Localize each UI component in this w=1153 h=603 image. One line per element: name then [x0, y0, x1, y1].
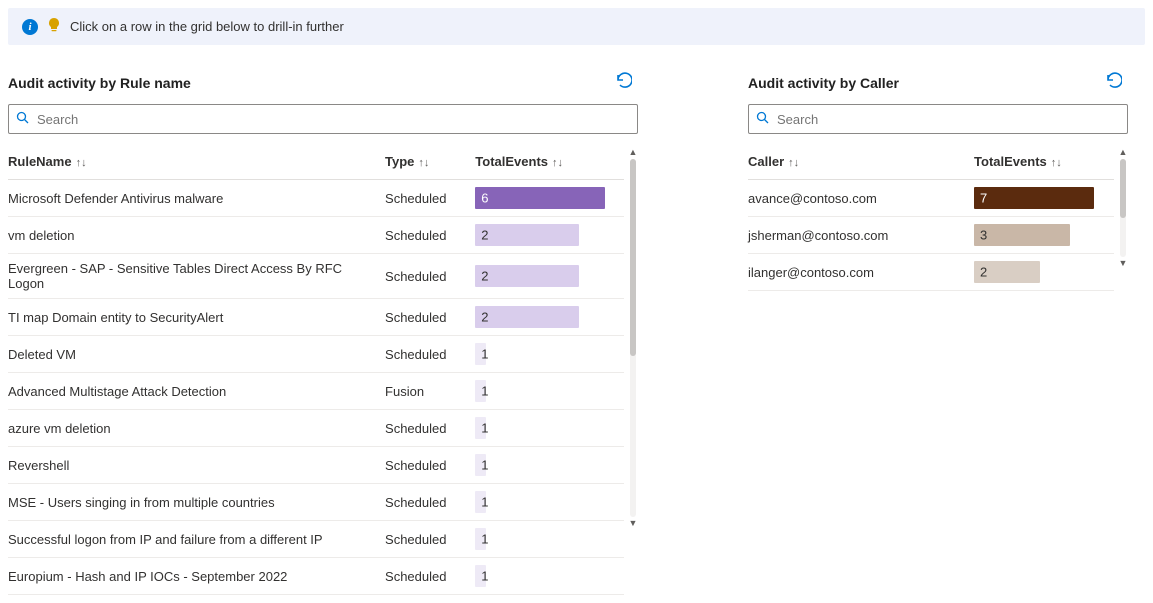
type-cell: Scheduled	[385, 254, 475, 299]
rule-cell: Successful logon from IP and failure fro…	[8, 521, 385, 558]
table-row[interactable]: Evergreen - SAP - Sensitive Tables Direc…	[8, 254, 624, 299]
caller-panel-undo-button[interactable]	[1098, 67, 1128, 98]
rule-cell: Microsoft Defender Antivirus malware	[8, 180, 385, 217]
total-cell: 1	[475, 336, 624, 373]
rule-col-type[interactable]: Type ↑↓	[385, 148, 475, 180]
rule-cell: MSE - Users singing in from multiple cou…	[8, 484, 385, 521]
scroll-down-icon[interactable]: ▼	[629, 519, 638, 528]
rule-table: RuleName ↑↓ Type ↑↓ TotalEvents ↑↓ Microsof…	[8, 148, 624, 595]
caller-panel-title: Audit activity by Caller	[748, 75, 899, 91]
scroll-up-icon[interactable]: ▲	[629, 148, 638, 157]
rule-cell: Revershell	[8, 447, 385, 484]
rule-cell: Advanced Multistage Attack Detection	[8, 373, 385, 410]
table-row[interactable]: ilanger@contoso.com 2	[748, 254, 1114, 291]
type-cell: Scheduled	[385, 217, 475, 254]
scroll-up-icon[interactable]: ▲	[1119, 148, 1128, 157]
total-cell: 2	[974, 254, 1114, 291]
rule-cell: vm deletion	[8, 217, 385, 254]
type-cell: Scheduled	[385, 336, 475, 373]
scroll-thumb[interactable]	[630, 159, 636, 356]
table-row[interactable]: MSE - Users singing in from multiple cou…	[8, 484, 624, 521]
undo-icon	[1104, 71, 1122, 89]
rule-panel: Audit activity by Rule name RuleName ↑↓	[8, 67, 638, 595]
col-label: TotalEvents	[974, 154, 1047, 169]
total-cell: 1	[475, 410, 624, 447]
rule-col-rulename[interactable]: RuleName ↑↓	[8, 148, 385, 180]
scroll-track[interactable]	[630, 159, 636, 517]
caller-col-caller[interactable]: Caller ↑↓	[748, 148, 974, 180]
lightbulb-icon	[48, 18, 60, 35]
rule-col-total[interactable]: TotalEvents ↑↓	[475, 148, 624, 180]
total-cell: 1	[475, 521, 624, 558]
sort-icon: ↑↓	[418, 157, 429, 169]
rule-panel-undo-button[interactable]	[608, 67, 638, 98]
table-row[interactable]: Advanced Multistage Attack DetectionFusi…	[8, 373, 624, 410]
sort-icon: ↑↓	[76, 157, 87, 169]
total-cell: 2	[475, 254, 624, 299]
total-cell: 1	[475, 373, 624, 410]
rule-cell: Europium - Hash and IP IOCs - September …	[8, 558, 385, 595]
info-icon: i	[22, 19, 38, 35]
table-row[interactable]: vm deletionScheduled 2	[8, 217, 624, 254]
total-cell: 3	[974, 217, 1114, 254]
rule-scrollbar[interactable]: ▲ ▼	[628, 148, 638, 528]
caller-table: Caller ↑↓ TotalEvents ↑↓ avance@contoso.co…	[748, 148, 1114, 291]
caller-cell: jsherman@contoso.com	[748, 217, 974, 254]
total-cell: 1	[475, 447, 624, 484]
total-cell: 1	[475, 484, 624, 521]
total-cell: 7	[974, 180, 1114, 217]
caller-search-input[interactable]	[748, 104, 1128, 134]
type-cell: Scheduled	[385, 447, 475, 484]
scroll-thumb[interactable]	[1120, 159, 1126, 218]
table-row[interactable]: avance@contoso.com 7	[748, 180, 1114, 217]
type-cell: Scheduled	[385, 410, 475, 447]
total-cell: 1	[475, 558, 624, 595]
caller-scrollbar[interactable]: ▲ ▼	[1118, 148, 1128, 268]
sort-icon: ↑↓	[552, 157, 563, 169]
rule-cell: TI map Domain entity to SecurityAlert	[8, 299, 385, 336]
total-cell: 2	[475, 299, 624, 336]
rule-cell: Deleted VM	[8, 336, 385, 373]
type-cell: Scheduled	[385, 299, 475, 336]
table-row[interactable]: Deleted VMScheduled 1	[8, 336, 624, 373]
col-label: TotalEvents	[475, 154, 548, 169]
table-row[interactable]: Successful logon from IP and failure fro…	[8, 521, 624, 558]
sort-icon: ↑↓	[1051, 157, 1062, 169]
table-row[interactable]: Microsoft Defender Antivirus malwareSche…	[8, 180, 624, 217]
type-cell: Scheduled	[385, 484, 475, 521]
rule-panel-title: Audit activity by Rule name	[8, 75, 191, 91]
table-row[interactable]: TI map Domain entity to SecurityAlertSch…	[8, 299, 624, 336]
type-cell: Scheduled	[385, 521, 475, 558]
caller-col-total[interactable]: TotalEvents ↑↓	[974, 148, 1114, 180]
scroll-down-icon[interactable]: ▼	[1119, 259, 1128, 268]
caller-cell: avance@contoso.com	[748, 180, 974, 217]
caller-panel: Audit activity by Caller Caller ↑↓	[748, 67, 1128, 291]
rule-search-input[interactable]	[8, 104, 638, 134]
scroll-track[interactable]	[1120, 159, 1126, 257]
col-label: Caller	[748, 154, 784, 169]
type-cell: Scheduled	[385, 558, 475, 595]
table-row[interactable]: jsherman@contoso.com 3	[748, 217, 1114, 254]
total-cell: 2	[475, 217, 624, 254]
table-row[interactable]: azure vm deletionScheduled 1	[8, 410, 624, 447]
rule-cell: azure vm deletion	[8, 410, 385, 447]
table-row[interactable]: RevershellScheduled 1	[8, 447, 624, 484]
info-banner-text: Click on a row in the grid below to dril…	[70, 19, 344, 34]
caller-cell: ilanger@contoso.com	[748, 254, 974, 291]
col-label: Type	[385, 154, 414, 169]
rule-cell: Evergreen - SAP - Sensitive Tables Direc…	[8, 254, 385, 299]
type-cell: Scheduled	[385, 180, 475, 217]
total-cell: 6	[475, 180, 624, 217]
undo-icon	[614, 71, 632, 89]
col-label: RuleName	[8, 154, 72, 169]
type-cell: Fusion	[385, 373, 475, 410]
info-banner: i Click on a row in the grid below to dr…	[8, 8, 1145, 45]
sort-icon: ↑↓	[788, 157, 799, 169]
table-row[interactable]: Europium - Hash and IP IOCs - September …	[8, 558, 624, 595]
